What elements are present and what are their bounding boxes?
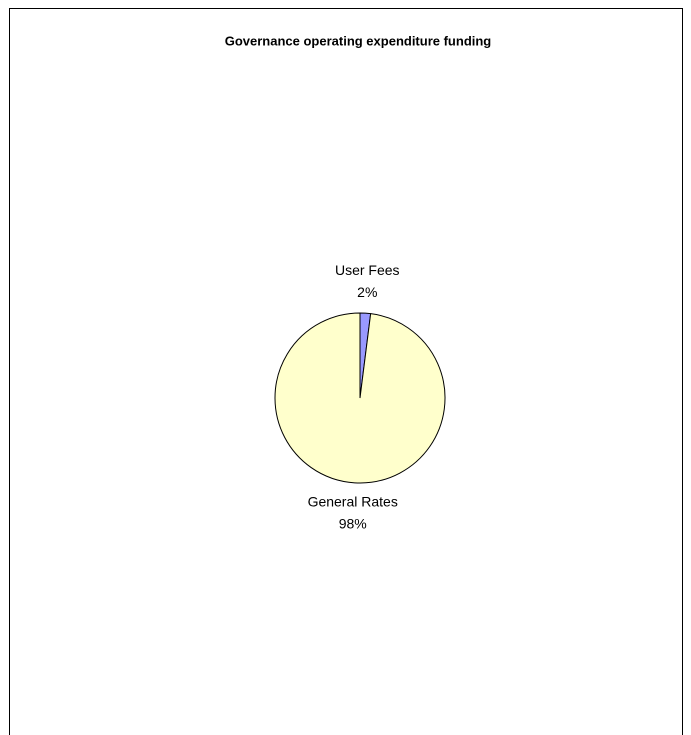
chart-title: Governance operating expenditure funding — [225, 33, 492, 48]
slice-label: General Rates — [308, 493, 398, 509]
slice-value-label: 98% — [339, 515, 367, 531]
pie-slice — [274, 312, 446, 484]
slice-value-label: 2% — [357, 284, 377, 300]
slice-label: User Fees — [335, 262, 400, 278]
